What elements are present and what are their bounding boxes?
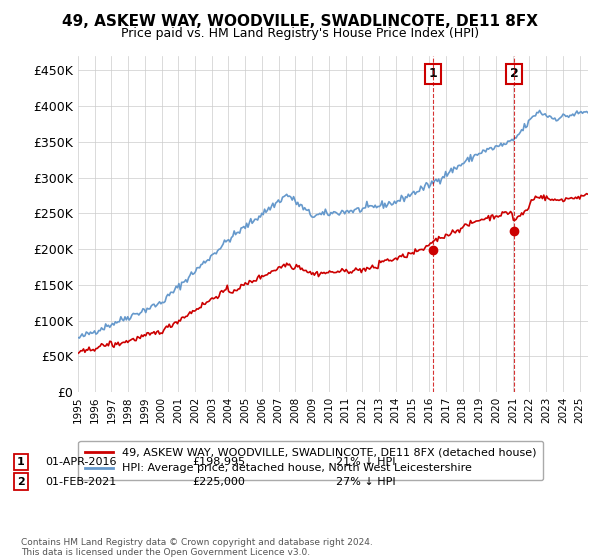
Text: 1: 1 xyxy=(429,67,438,81)
Text: £225,000: £225,000 xyxy=(192,477,245,487)
Text: 2: 2 xyxy=(17,477,25,487)
Text: 1: 1 xyxy=(17,457,25,467)
Text: 21% ↓ HPI: 21% ↓ HPI xyxy=(336,457,395,467)
Text: £198,995: £198,995 xyxy=(192,457,245,467)
Text: 01-FEB-2021: 01-FEB-2021 xyxy=(45,477,116,487)
Text: 2: 2 xyxy=(510,67,518,81)
Text: 27% ↓ HPI: 27% ↓ HPI xyxy=(336,477,395,487)
Text: 01-APR-2016: 01-APR-2016 xyxy=(45,457,116,467)
Text: Contains HM Land Registry data © Crown copyright and database right 2024.
This d: Contains HM Land Registry data © Crown c… xyxy=(21,538,373,557)
Legend: 49, ASKEW WAY, WOODVILLE, SWADLINCOTE, DE11 8FX (detached house), HPI: Average p: 49, ASKEW WAY, WOODVILLE, SWADLINCOTE, D… xyxy=(79,441,543,480)
Text: Price paid vs. HM Land Registry's House Price Index (HPI): Price paid vs. HM Land Registry's House … xyxy=(121,27,479,40)
Text: 49, ASKEW WAY, WOODVILLE, SWADLINCOTE, DE11 8FX: 49, ASKEW WAY, WOODVILLE, SWADLINCOTE, D… xyxy=(62,14,538,29)
